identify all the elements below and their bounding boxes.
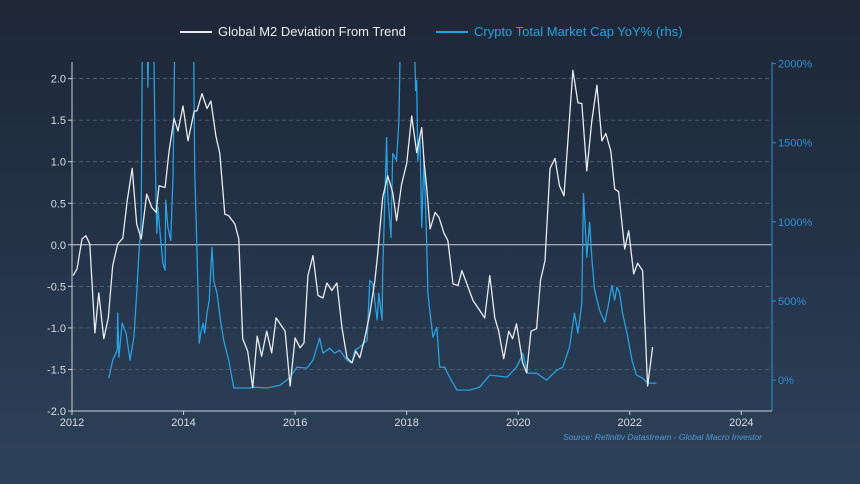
x-tick-label: 2014 <box>171 417 195 429</box>
x-tick-label: 2016 <box>283 417 307 429</box>
left-tick-label: -0.5 <box>47 281 66 293</box>
gridlines <box>72 78 772 412</box>
legend-label-crypto: Crypto Total Market Cap YoY% (rhs) <box>474 24 683 39</box>
left-tick-label: 1.5 <box>51 115 66 127</box>
x-tick-label: 2012 <box>60 417 84 429</box>
x-tick-label: 2022 <box>618 417 642 429</box>
legend-item-m2: Global M2 Deviation From Trend <box>180 24 406 39</box>
left-tick-label: -2.0 <box>47 406 66 418</box>
x-tick-label: 2018 <box>394 417 418 429</box>
right-tick-label: 0% <box>778 375 794 387</box>
axes <box>68 62 776 415</box>
series-lines <box>72 62 657 391</box>
tick-labels: -2.0 -1.5 -1.0 -0.5 0.0 0.5 1.0 1.5 2.0 0% 500% 100… <box>47 59 812 429</box>
left-tick-label: -1.0 <box>47 323 66 335</box>
legend-label-m2: Global M2 Deviation From Trend <box>218 24 406 39</box>
left-tick-label: 0.0 <box>51 240 66 252</box>
legend: Global M2 Deviation From Trend Crypto To… <box>0 24 860 44</box>
right-tick-label: 1500% <box>778 138 812 150</box>
right-tick-label: 1000% <box>778 217 812 229</box>
legend-item-crypto: Crypto Total Market Cap YoY% (rhs) <box>436 24 683 39</box>
x-tick-label: 2024 <box>729 417 753 429</box>
source-note: Source: Refinitiv Datastream - Global Ma… <box>563 432 762 442</box>
left-tick-label: -1.5 <box>47 364 66 376</box>
left-tick-label: 0.5 <box>51 198 66 210</box>
right-tick-label: 500% <box>778 296 806 308</box>
series-line-global-m2 <box>72 69 654 389</box>
legend-swatch-crypto <box>436 30 468 33</box>
left-tick-label: 1.0 <box>51 157 66 169</box>
legend-swatch-m2 <box>180 30 212 33</box>
left-tick-label: 2.0 <box>51 74 66 86</box>
x-tick-label: 2020 <box>506 417 530 429</box>
right-tick-label: 2000% <box>778 59 812 71</box>
series-line-crypto-yoy <box>108 62 657 391</box>
